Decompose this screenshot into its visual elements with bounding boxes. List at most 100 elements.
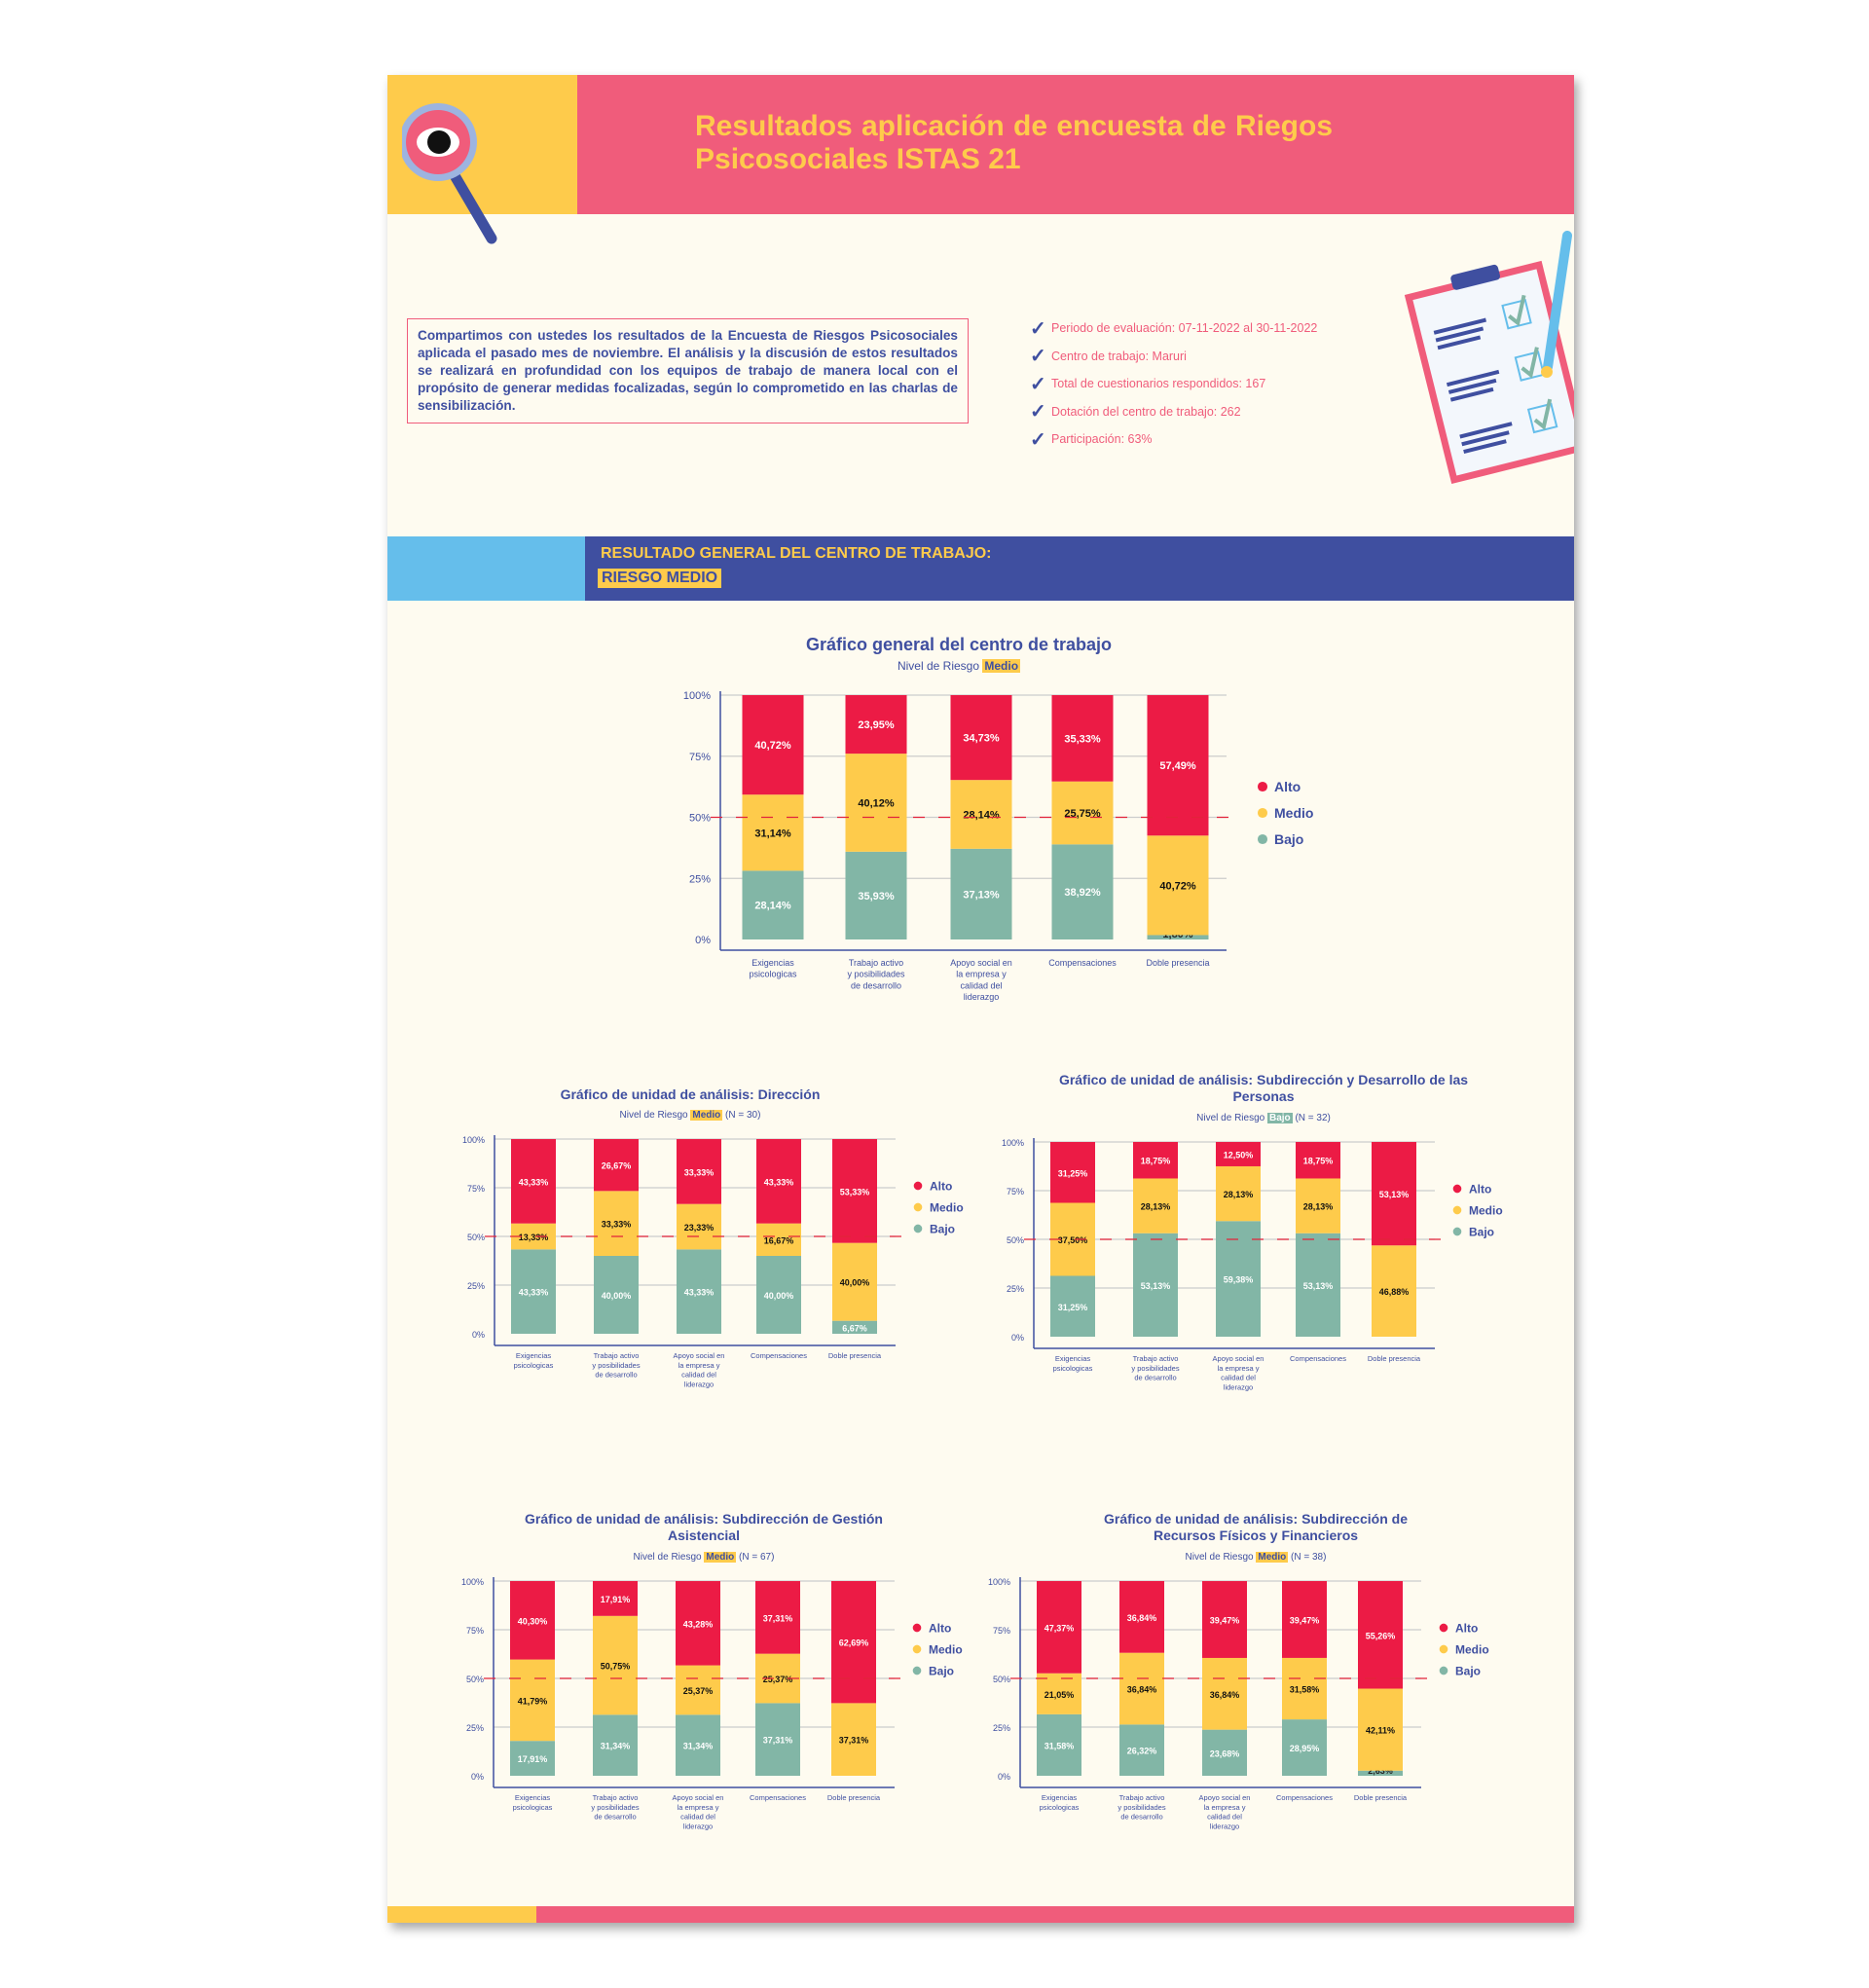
legend-label: Alto [1274,779,1301,794]
bar-segment-medio [1358,1688,1403,1771]
data-label: 41,79% [518,1696,548,1706]
data-label: 39,47% [1290,1615,1320,1625]
list-item: ✓ Participación: 63% [1030,425,1317,454]
category-label-line: de desarrollo [594,1813,636,1822]
bar-segment-medio [1037,1673,1081,1714]
chart-subdireccion-recursos-fisicos-financieros: Gráfico de unidad de análisis: Subdirecc… [983,1503,1528,1854]
legend-marker-bajo [912,1666,922,1675]
category-label-line: Trabajo activo [1133,1354,1179,1363]
risk-badge: Medio [704,1552,737,1563]
data-label: 37,31% [763,1613,793,1623]
bar-segment-bajo [755,1703,800,1776]
bar-segment-bajo [845,851,907,939]
risk-badge: Bajo [1266,1113,1293,1123]
data-label: 43,33% [519,1177,549,1187]
category-label-line: Apoyo social en [674,1351,725,1360]
category-label-line: la empresa y [678,1803,719,1812]
result-banner: RESULTADO GENERAL DEL CENTRO DE TRABAJO:… [585,536,1574,601]
sample-size: (N = 32) [1295,1113,1331,1123]
category-label-line: calidad del [680,1813,715,1822]
y-tick-label: 50% [993,1675,1010,1684]
data-label: 47,37% [1044,1623,1075,1633]
legend-label: Bajo [929,1664,954,1677]
subtitle-prefix: Nivel de Riesgo [1196,1113,1265,1123]
y-tick-label: 50% [1007,1235,1024,1245]
chart-direccion: Gráfico de unidad de análisis: Dirección… [458,1061,1003,1412]
data-label: 38,92% [1064,887,1101,899]
legend-marker-alto [913,1181,923,1191]
y-tick-label: 25% [689,873,711,885]
legend-label: Bajo [930,1222,955,1235]
bar-segment-medio [831,1703,876,1776]
y-tick-label: 75% [1007,1187,1024,1196]
data-label: 33,33% [684,1167,715,1177]
bar-segment-bajo [1216,1221,1261,1337]
data-label: 28,95% [1290,1744,1320,1753]
category-label: Exigencias psicologicas [514,1351,554,1370]
category-label-line: calidad del [1221,1374,1256,1382]
responses-text: Total de cuestionarios respondidos: 167 [1051,377,1266,391]
bar-segment-medio [742,794,804,871]
bar-segment-medio [950,780,1012,849]
sample-size: (N = 38) [1291,1552,1327,1563]
data-label: 28,13% [1224,1190,1254,1199]
chart-plot: 0% 25% 50% 75% 100% 17,91% 41,79% 40,30% Exigenc… [461,1577,963,1830]
data-label: 25,75% [1064,808,1101,820]
category-label: Trabajo activo y posibilidades de desarrol… [847,958,905,990]
chart-general: Gráfico general del centro de trabajo Ni… [672,623,1314,1032]
data-label: 43,33% [764,1177,794,1187]
bar-segment-alto [677,1139,721,1204]
category-label-line: Doble presencia [1368,1354,1421,1363]
legend-label: Medio [1469,1203,1503,1217]
y-tick-label: 25% [1007,1284,1024,1294]
bar-segment-medio [756,1223,801,1256]
category-label-line: Exigencias [515,1793,551,1802]
category-label: Doble presencia [828,1351,882,1360]
bar-segment-medio [594,1191,639,1256]
data-label: 36,84% [1127,1685,1157,1695]
category-label: Compensaciones [1048,958,1117,968]
data-label: 35,33% [1064,733,1101,745]
y-tick-label: 0% [998,1772,1010,1782]
data-label: 28,13% [1303,1202,1334,1212]
category-label: Doble presencia [1354,1793,1408,1802]
category-label-line: Trabajo activo [1119,1793,1165,1802]
category-label: Exigencias psicologicas [1040,1793,1080,1812]
sample-size: (N = 67) [739,1552,775,1563]
legend-marker-medio [912,1644,922,1654]
data-label: 57,49% [1159,760,1196,772]
category-label-line: Doble presencia [828,1351,882,1360]
category-label-line: liderazgo [964,992,1000,1002]
bar-segment-bajo [950,848,1012,939]
sample-size: (N = 30) [725,1110,761,1121]
bar-segment-bajo [1147,935,1209,939]
category-label: Exigencias psicologicas [749,958,797,979]
poster: Resultados aplicación de encuesta de Rie… [387,75,1574,1923]
bar-segment-bajo [742,870,804,939]
data-label: 55,26% [1366,1631,1396,1640]
chart-plot: 0% 25% 50% 75% 100% 43,33% 13,33% 43,33% Exigenc… [462,1135,964,1388]
category-label-line: calidad del [960,980,1002,990]
legend-label: Medio [1455,1642,1489,1656]
category-label-line: y posibilidades [591,1803,639,1812]
check-icon: ✓ [1030,346,1046,368]
data-label: 36,84% [1127,1613,1157,1623]
bar-segment-alto [510,1581,555,1660]
bar-segment-bajo [1358,1770,1403,1776]
list-item: ✓ Dotación del centro de trabajo: 262 [1030,398,1317,426]
chart-plot: 0% 25% 50% 75% 100% 28,14% 31,14% 40,72% Exigenc… [683,690,1314,1002]
category-label-line: psicologicas [749,970,797,979]
bar-segment-medio [1296,1178,1340,1233]
data-label: 31,25% [1058,1303,1088,1312]
data-label: 40,72% [1159,880,1196,892]
data-label: 40,30% [518,1616,548,1626]
category-label-line: Exigencias [1042,1793,1078,1802]
risk-badge: Medio [690,1110,723,1121]
data-label: 31,34% [683,1742,714,1751]
category-label-line: psicologicas [514,1361,554,1370]
bar-segment-medio [593,1615,638,1715]
category-label: Trabajo activo y posibilidades de desarrol… [591,1793,639,1822]
category-label: Apoyo social en la empresa y calidad del li… [950,958,1012,1002]
bar-segment-bajo [594,1256,639,1334]
bar-segment-alto [1296,1141,1340,1179]
